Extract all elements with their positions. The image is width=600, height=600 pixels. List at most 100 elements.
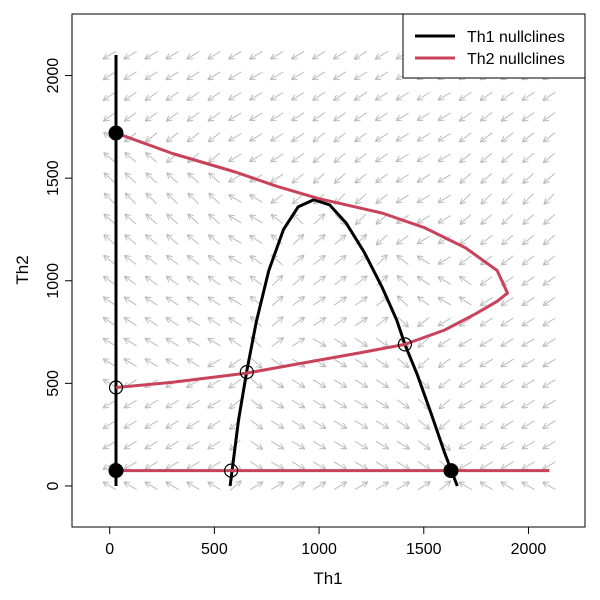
vector-arrow bbox=[397, 92, 410, 100]
vector-arrow bbox=[188, 173, 199, 184]
vector-arrow bbox=[376, 92, 389, 100]
vector-arrow bbox=[460, 379, 472, 387]
vector-arrow bbox=[125, 297, 137, 306]
vector-arrow bbox=[418, 297, 430, 306]
vector-arrow bbox=[460, 482, 472, 491]
vector-arrow bbox=[270, 482, 283, 491]
vector-arrow bbox=[187, 379, 200, 387]
vector-arrow bbox=[250, 440, 263, 449]
vector-arrow bbox=[460, 440, 472, 448]
vector-arrow bbox=[544, 276, 556, 285]
vector-arrow bbox=[333, 440, 346, 448]
vector-arrow bbox=[292, 235, 303, 245]
vector-arrow bbox=[229, 236, 242, 244]
vector-arrow bbox=[355, 71, 368, 79]
vector-arrow bbox=[543, 420, 556, 428]
vector-arrow bbox=[481, 461, 493, 469]
vector-arrow bbox=[356, 193, 367, 203]
vector-arrow bbox=[104, 153, 116, 163]
vector-arrow bbox=[502, 420, 514, 428]
vector-arrow bbox=[375, 482, 388, 491]
vector-arrow bbox=[481, 112, 493, 121]
vector-arrow bbox=[524, 193, 534, 204]
vector-arrow bbox=[251, 277, 263, 286]
vector-arrow bbox=[105, 194, 115, 204]
vector-arrow bbox=[125, 91, 137, 100]
vector-arrow bbox=[439, 92, 451, 100]
vector-arrow bbox=[167, 277, 179, 286]
vector-arrow bbox=[146, 235, 158, 245]
vector-arrow bbox=[125, 440, 137, 448]
vector-arrow bbox=[126, 215, 137, 225]
nullcline-curves bbox=[114, 55, 550, 487]
vector-arrow bbox=[187, 339, 200, 347]
vector-arrow bbox=[167, 440, 179, 448]
vector-arrow bbox=[313, 112, 326, 121]
vector-arrow bbox=[356, 173, 367, 183]
vector-arrow bbox=[187, 399, 200, 407]
vector-arrow bbox=[544, 132, 556, 142]
vector-arrow bbox=[229, 174, 242, 182]
stable-equilibrium-point bbox=[108, 463, 124, 479]
vector-arrow bbox=[104, 420, 116, 428]
vector-arrow bbox=[439, 358, 451, 367]
vector-arrow bbox=[481, 317, 493, 326]
vector-arrow bbox=[334, 256, 346, 265]
vector-arrow bbox=[333, 358, 346, 366]
vector-arrow bbox=[375, 379, 388, 388]
equilibrium-points bbox=[108, 125, 459, 479]
vector-arrow bbox=[335, 152, 346, 162]
vector-arrow bbox=[293, 173, 304, 183]
vector-arrow bbox=[481, 234, 493, 244]
vector-arrow bbox=[354, 482, 367, 491]
vector-arrow bbox=[376, 71, 389, 79]
vector-arrow bbox=[375, 399, 388, 407]
vector-arrow bbox=[291, 379, 304, 387]
vector-field bbox=[104, 50, 556, 491]
vector-arrow bbox=[481, 91, 493, 100]
vector-arrow bbox=[502, 255, 514, 265]
vector-arrow bbox=[333, 461, 346, 469]
vector-arrow bbox=[312, 420, 325, 428]
x-tick-label: 1500 bbox=[406, 541, 442, 558]
vector-arrow bbox=[460, 112, 472, 121]
vector-arrow bbox=[167, 173, 179, 184]
vector-arrow bbox=[544, 152, 556, 162]
vector-arrow bbox=[250, 133, 263, 141]
stable-equilibrium-point bbox=[108, 125, 124, 141]
vector-arrow bbox=[293, 214, 304, 225]
vector-arrow bbox=[418, 174, 431, 182]
vector-arrow bbox=[146, 71, 158, 80]
vector-arrow bbox=[502, 152, 514, 162]
vector-arrow bbox=[523, 296, 535, 305]
vector-arrow bbox=[250, 92, 263, 100]
vector-arrow bbox=[334, 91, 347, 100]
vector-arrow bbox=[229, 112, 242, 120]
x-tick-label: 0 bbox=[105, 541, 114, 558]
vector-arrow bbox=[544, 296, 556, 305]
vector-arrow bbox=[440, 419, 451, 429]
x-tick-label: 1000 bbox=[301, 541, 337, 558]
vector-arrow bbox=[146, 461, 158, 469]
vector-arrow bbox=[523, 482, 535, 491]
vector-arrow bbox=[229, 481, 241, 491]
vector-arrow bbox=[271, 112, 284, 120]
vector-arrow bbox=[292, 297, 304, 306]
vector-arrow bbox=[460, 338, 472, 346]
vector-arrow bbox=[146, 318, 158, 327]
vector-arrow bbox=[208, 461, 221, 469]
vector-arrow bbox=[250, 378, 262, 388]
vector-arrow bbox=[481, 132, 493, 142]
vector-arrow bbox=[439, 378, 451, 388]
vector-arrow bbox=[544, 234, 556, 244]
vector-arrow bbox=[481, 214, 493, 224]
vector-arrow bbox=[334, 50, 347, 58]
vector-arrow bbox=[523, 358, 535, 366]
vector-arrow bbox=[313, 297, 325, 306]
vector-arrow bbox=[418, 277, 430, 286]
vector-arrow bbox=[126, 173, 137, 184]
vector-arrow bbox=[104, 277, 116, 286]
vector-arrow bbox=[544, 91, 556, 100]
vector-arrow bbox=[312, 482, 325, 491]
vector-arrow bbox=[167, 112, 179, 121]
